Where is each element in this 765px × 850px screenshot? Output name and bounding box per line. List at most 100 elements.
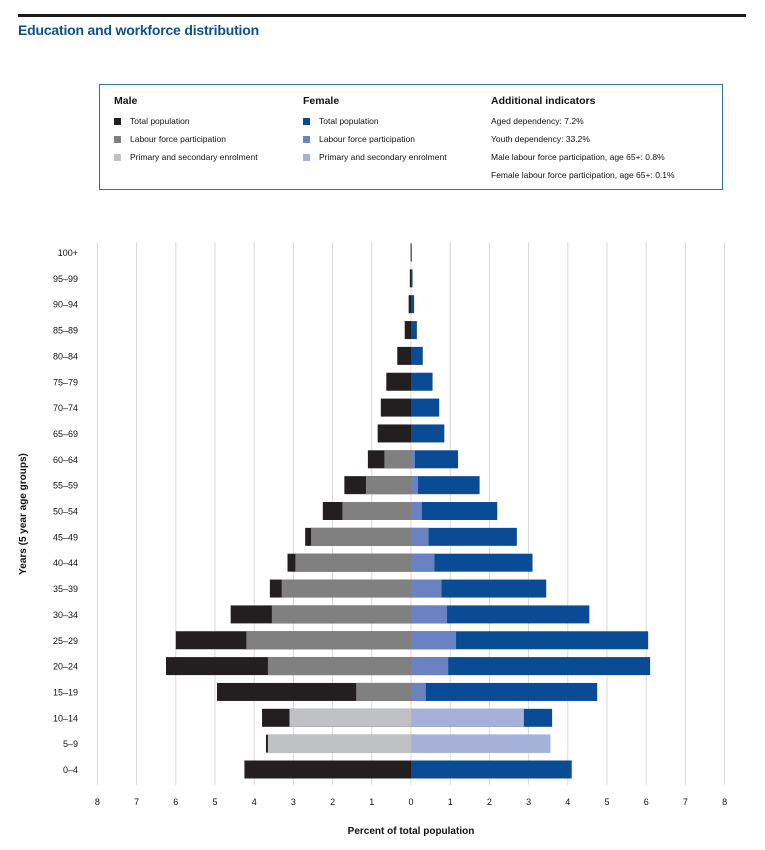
female-labour-bar xyxy=(411,657,449,676)
indicator-aged-dependency: Aged dependency: 7.2% xyxy=(491,116,584,126)
y-tick-label: 30–34 xyxy=(53,610,78,620)
male-labour-bar xyxy=(281,579,411,598)
x-tick-label: 6 xyxy=(173,797,178,807)
y-tick-label: 40–44 xyxy=(53,558,78,568)
x-tick-label: 5 xyxy=(604,797,609,807)
female-total-bar xyxy=(411,372,433,391)
y-tick-label: 50–54 xyxy=(53,507,78,517)
female-total-bar xyxy=(411,450,459,469)
x-tick-label: 2 xyxy=(330,797,335,807)
top-rule xyxy=(18,14,746,17)
male-labour-bar xyxy=(271,605,411,624)
legend-female-heading: Female xyxy=(303,95,340,107)
y-tick-label: 65–69 xyxy=(53,429,78,439)
y-tick-label: 45–49 xyxy=(53,532,78,542)
x-tick-label: 8 xyxy=(722,797,727,807)
legend-male-enrol: Primary and secondary enrolment xyxy=(114,148,258,166)
male-total-bar xyxy=(404,321,411,340)
y-tick-label: 90–94 xyxy=(53,300,78,310)
y-tick-labels: 100+ 95–99 90–94 85–89 80–84 75–79 70–74 65–69 6… xyxy=(53,248,78,775)
x-tick-label: 0 xyxy=(408,797,413,807)
x-axis-title: Percent of total population xyxy=(348,826,475,837)
x-tick-label: 5 xyxy=(212,797,217,807)
female-total-bar xyxy=(411,579,547,598)
x-tick-label: 3 xyxy=(526,797,531,807)
y-tick-label: 55–59 xyxy=(53,481,78,491)
female-enrol-swatch xyxy=(303,153,310,161)
male-labour-swatch xyxy=(114,135,121,143)
page-title: Education and workforce distribution xyxy=(18,22,259,38)
legend-label: Labour force participation xyxy=(319,134,415,144)
legend-female-total: Total population xyxy=(303,112,447,130)
female-labour-bar xyxy=(411,527,429,546)
legend-box: Male Total population Labour force parti… xyxy=(99,84,723,190)
male-total-bar xyxy=(244,760,411,779)
male-total-swatch xyxy=(114,117,121,125)
x-tick-label: 7 xyxy=(683,797,688,807)
female-total-bar xyxy=(411,243,412,262)
female-total-bar xyxy=(411,476,480,495)
x-tick-label: 6 xyxy=(644,797,649,807)
female-total-bar xyxy=(411,321,417,340)
legend-label: Total population xyxy=(130,116,190,126)
x-tick-label: 7 xyxy=(134,797,139,807)
legend-label: Total population xyxy=(319,116,379,126)
x-tick-label: 3 xyxy=(291,797,296,807)
indicator-male-labour-65: Male labour force participation, age 65+… xyxy=(491,152,665,162)
y-tick-label: 100+ xyxy=(58,248,78,258)
legend-male-heading: Male xyxy=(114,95,138,107)
indicator-youth-dependency: Youth dependency: 33.2% xyxy=(491,134,590,144)
bars xyxy=(166,243,651,779)
y-tick-label: 60–64 xyxy=(53,455,78,465)
female-labour-swatch xyxy=(303,135,310,143)
female-total-bar xyxy=(411,295,415,314)
female-labour-bar xyxy=(411,476,419,495)
y-tick-label: 5–9 xyxy=(63,739,78,749)
y-tick-label: 70–74 xyxy=(53,403,78,413)
male-labour-bar xyxy=(246,631,411,650)
legend-female-enrol: Primary and secondary enrolment xyxy=(303,148,447,166)
y-tick-label: 35–39 xyxy=(53,584,78,594)
male-enrol-bar xyxy=(289,708,411,727)
female-labour-bar xyxy=(411,579,442,598)
x-tick-label: 1 xyxy=(448,797,453,807)
female-total-bar xyxy=(411,269,413,288)
male-total-bar xyxy=(408,295,411,314)
y-tick-label: 20–24 xyxy=(53,662,78,672)
female-labour-bar xyxy=(411,450,415,469)
legend-male: Male Total population Labour force parti… xyxy=(114,95,258,166)
legend-female: Female Total population Labour force par… xyxy=(303,95,447,166)
legend-indicators: Additional indicators Aged dependency: 7… xyxy=(491,95,675,184)
male-enrol-bar xyxy=(267,734,411,753)
female-total-bar xyxy=(411,682,598,701)
female-total-bar xyxy=(411,346,423,365)
male-labour-bar xyxy=(384,450,411,469)
legend-label: Primary and secondary enrolment xyxy=(130,152,258,162)
male-enrol-swatch xyxy=(114,153,121,161)
female-total-bar xyxy=(411,631,649,650)
x-tick-label: 1 xyxy=(369,797,374,807)
y-tick-label: 95–99 xyxy=(53,274,78,284)
male-labour-bar xyxy=(356,682,411,701)
legend-male-labour: Labour force participation xyxy=(114,130,258,148)
male-labour-bar xyxy=(342,502,411,520)
x-tick-labels: 8 7 6 5 4 3 2 1 0 1 2 3 4 5 6 7 8 xyxy=(95,797,727,807)
female-total-bar xyxy=(411,657,651,676)
male-labour-bar xyxy=(365,476,411,495)
y-tick-label: 0–4 xyxy=(63,765,78,775)
female-labour-bar xyxy=(411,605,448,624)
male-labour-bar xyxy=(267,657,411,676)
x-tick-label: 8 xyxy=(95,797,100,807)
male-total-bar xyxy=(380,398,411,417)
female-total-bar xyxy=(411,553,533,572)
female-labour-bar xyxy=(411,682,426,701)
male-total-bar xyxy=(386,372,411,391)
indicator-female-labour-65: Female labour force participation, age 6… xyxy=(491,170,675,180)
female-total-bar xyxy=(411,760,572,779)
legend-male-total: Total population xyxy=(114,112,258,130)
male-total-bar xyxy=(377,424,411,443)
y-tick-label: 15–19 xyxy=(53,687,78,697)
female-total-bar xyxy=(411,502,498,520)
legend-female-labour: Labour force participation xyxy=(303,130,447,148)
